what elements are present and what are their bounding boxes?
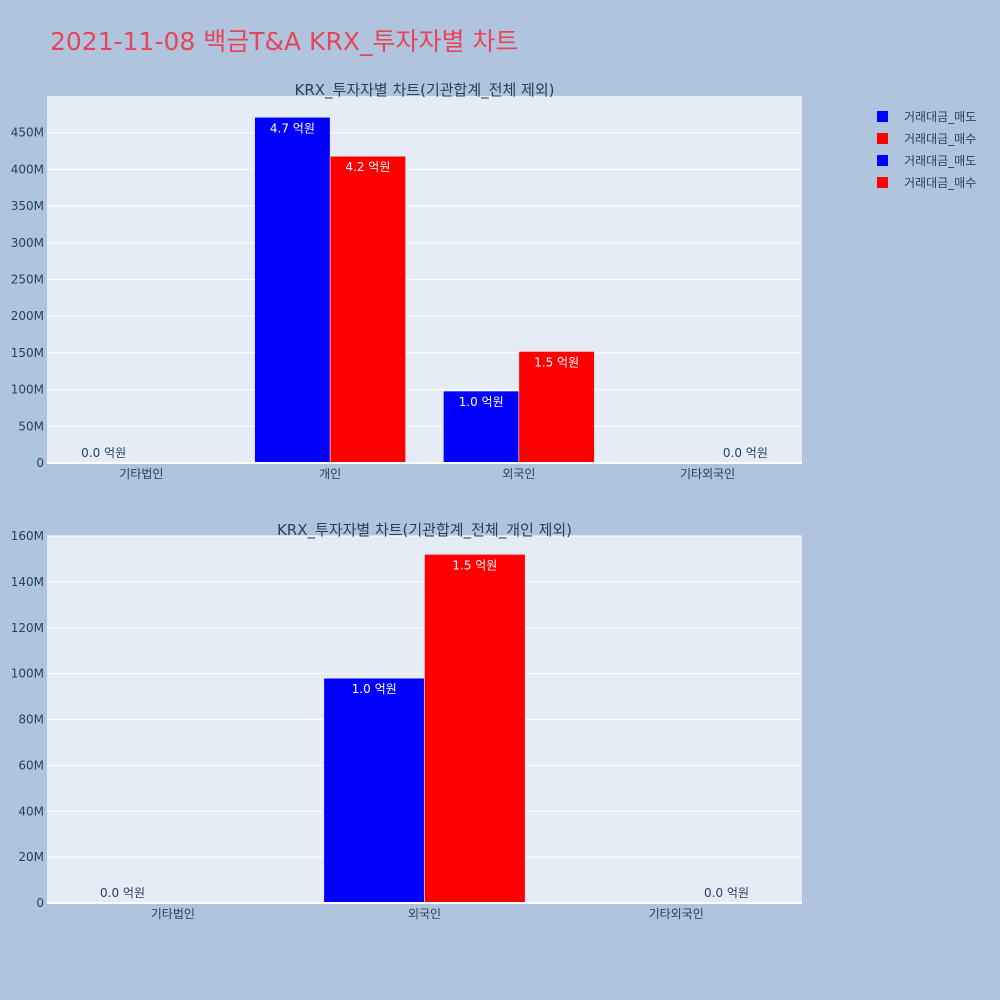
data-label: 4.7 억원 (270, 121, 315, 135)
legend-swatch (877, 132, 888, 144)
y-tick-label: 150M (11, 346, 44, 360)
legend-label: 거래대금_매도 (904, 109, 977, 124)
y-tick-label: 120M (11, 621, 44, 635)
legend-label: 거래대금_매도 (904, 153, 977, 168)
y-tick-label: 40M (18, 804, 44, 818)
x-tick-label: 외국인 (408, 907, 441, 921)
y-tick-label: 100M (11, 667, 44, 681)
data-label: 1.0 억원 (459, 395, 504, 409)
x-tick-label: 기타외국인 (680, 467, 735, 481)
legend-swatch (877, 176, 888, 188)
y-tick-label: 100M (11, 383, 44, 397)
legend: 거래대금_매도 거래대금_매수 거래대금_매도 거래대금_매수 (870, 105, 976, 193)
legend-swatch (877, 154, 888, 166)
y-tick-label: 350M (11, 199, 44, 213)
legend-item-buy-2[interactable]: 거래대금_매수 (870, 171, 976, 193)
bar (323, 677, 425, 904)
y-tick-label: 400M (11, 162, 44, 176)
chart-top: 0 50M 100M 150M 200M 250M 300M 350M 400M 450M 기타법인… (11, 81, 802, 481)
bar (424, 554, 526, 904)
legend-label: 거래대금_매수 (904, 131, 977, 146)
legend-item-sell-1[interactable]: 거래대금_매도 (870, 105, 976, 127)
data-label: 1.5 억원 (534, 355, 579, 369)
y-tick-label: 20M (18, 850, 44, 864)
bar (329, 155, 406, 464)
y-tick-label: 140M (11, 575, 44, 589)
y-tick-label: 80M (18, 713, 44, 727)
y-tick-label: 0 (36, 456, 44, 470)
x-tick-label: 기타법인 (119, 467, 163, 481)
data-label: 0.0 억원 (704, 886, 749, 900)
legend-item-sell-2[interactable]: 거래대금_매도 (870, 149, 976, 171)
x-tick-label: 기타법인 (151, 907, 195, 921)
data-label: 1.0 억원 (352, 682, 397, 696)
y-tick-label: 60M (18, 758, 44, 772)
y-tick-label: 0 (36, 896, 44, 910)
legend-item-buy-1[interactable]: 거래대금_매수 (870, 127, 976, 149)
y-tick-label: 160M (11, 529, 44, 543)
x-tick-label: 외국인 (502, 467, 535, 481)
legend-swatch (877, 110, 888, 122)
bar (254, 117, 331, 464)
chart-title: KRX_투자자별 차트(기관합계_전체_개인 제외) (277, 521, 572, 540)
data-label: 4.2 억원 (345, 160, 390, 174)
chart-bottom: 0 20M 40M 60M 80M 100M 120M 140M 160M 기타법인 0.0 억원외… (11, 521, 802, 921)
x-tick-label: 기타외국인 (649, 907, 704, 921)
legend-label: 거래대금_매수 (904, 175, 977, 190)
data-label: 1.5 억원 (452, 558, 497, 572)
page-title: 2021-11-08 백금T&A KRX_투자자별 차트 (50, 27, 519, 56)
y-tick-label: 250M (11, 273, 44, 287)
data-label: 0.0 억원 (723, 446, 768, 460)
y-tick-label: 450M (11, 126, 44, 140)
y-tick-label: 300M (11, 236, 44, 250)
y-tick-label: 200M (11, 309, 44, 323)
chart-title: KRX_투자자별 차트(기관합계_전체 제외) (295, 81, 555, 100)
y-tick-label: 50M (18, 419, 44, 433)
data-label: 0.0 억원 (81, 446, 126, 460)
x-tick-label: 개인 (319, 467, 341, 481)
data-label: 0.0 억원 (100, 886, 145, 900)
